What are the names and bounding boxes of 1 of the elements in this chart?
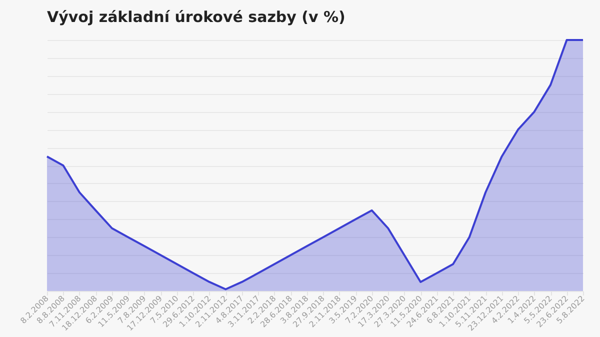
chart-title: Vývoj základní úrokové sazby (v %) bbox=[47, 8, 346, 26]
